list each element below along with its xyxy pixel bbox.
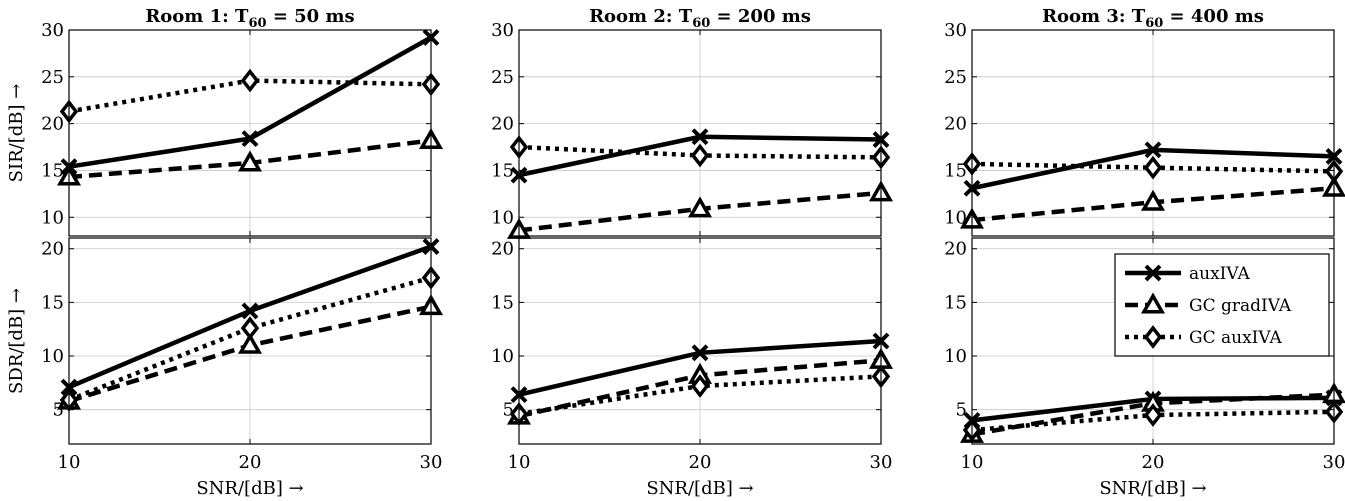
data-point-auxiva [241,130,259,148]
panel-3: 10 15 20 25 30 Room 3: T60 = 400 ms [944,6,1345,237]
x-tick-label: 20 [689,452,712,473]
y-tick-label: 10 [491,207,514,228]
legend-marker-gc-auxiva [1143,325,1163,349]
y-tick-label: 20 [944,239,967,260]
legend-marker-auxiva [1144,264,1162,282]
y-tick-label: 5 [503,400,514,421]
y-tick-label: 30 [944,20,967,41]
y-tick-label: 25 [41,67,64,88]
y-tick-label: 15 [944,160,967,181]
y-tick-label: 15 [944,292,967,313]
y-tick-label: 5 [956,400,967,421]
x-axis-label: SNR/[dB] → [646,478,753,499]
y-tick-label: 20 [491,114,514,135]
y-tick-label: 15 [41,292,64,313]
y-tick-label: 15 [491,160,514,181]
panel-4: 5 10 15 20 10 20 30 SNR/[dB] → [41,237,444,499]
data-point-auxiva [241,302,259,320]
x-axis-label: SNR/[dB] → [196,478,303,499]
x-tick-label: 10 [961,452,984,473]
panel-title: Room 2: T60 = 200 ms [589,6,811,31]
data-point-gc-gradiva [237,332,263,354]
legend-label-gc-auxiva: GC auxIVA [1189,328,1283,348]
y-tick-label: 20 [491,239,514,260]
panel-2: 10 15 20 25 30 Room 2: T60 = 200 ms [491,6,894,239]
y-tick-label: 10 [491,346,514,367]
y-tick-label: 20 [41,114,64,135]
data-point-gc-auxiva [1143,403,1163,427]
y-tick-label: 15 [491,292,514,313]
data-point-gc-auxiva [240,68,260,93]
y-tick-label: 30 [491,20,514,41]
panel-5: 5 10 15 20 10 20 30 SNR/[dB] → [491,237,894,499]
x-axis-label: SNR/[dB] → [1099,478,1206,499]
panel-1: 10 15 20 25 30 Room 1: T60 = 50 ms [41,6,444,237]
series-line-gc-auxiva [68,275,432,403]
x-tick-label: 30 [870,452,893,473]
y-tick-label: 15 [41,160,64,181]
legend-label-auxiva: auxIVA [1189,264,1251,284]
y-tick-label: 10 [41,346,64,367]
data-point-auxiva [1144,141,1162,159]
x-tick-label: 10 [58,452,81,473]
panel-6: 5 10 15 20 10 20 30 SNR/[dB] → [944,237,1345,499]
legend-label-gc-gradiva: GC gradIVA [1189,296,1292,316]
data-point-auxiva [691,344,709,362]
legend: auxIVA GC gradIVA GC auxIVA [1114,253,1330,357]
legend-marker-gc-gradiva [1140,292,1166,314]
y-tick-label: 20 [944,114,967,135]
data-point-gc-auxiva [690,374,710,398]
data-point-gc-gradiva [687,196,713,218]
y-tick-label: 10 [944,207,967,228]
y-axis-label: SIR/[dB] → [6,84,27,183]
y-tick-label: 10 [41,207,64,228]
data-point-auxiva [691,128,709,146]
panel-title: Room 1: T60 = 50 ms [145,6,354,31]
y-tick-label: 25 [944,67,967,88]
y-axis-label: SDR/[dB] → [6,288,27,394]
y-tick-label: 25 [491,67,514,88]
data-point-gc-auxiva [1143,155,1163,180]
x-tick-label: 20 [1142,452,1165,473]
x-tick-label: 30 [1323,452,1345,473]
y-tick-label: 20 [41,239,64,260]
data-point-gc-auxiva [690,143,710,168]
data-point-gc-auxiva [240,316,260,340]
y-tick-label: 10 [944,346,967,367]
y-tick-label: 5 [53,400,64,421]
data-point-gc-gradiva [1140,189,1166,211]
x-tick-label: 10 [508,452,531,473]
data-point-gc-gradiva [237,150,263,172]
panel-title: Room 3: T60 = 400 ms [1042,6,1264,31]
y-tick-label: 30 [41,20,64,41]
x-tick-label: 20 [239,452,262,473]
x-tick-label: 30 [420,452,443,473]
